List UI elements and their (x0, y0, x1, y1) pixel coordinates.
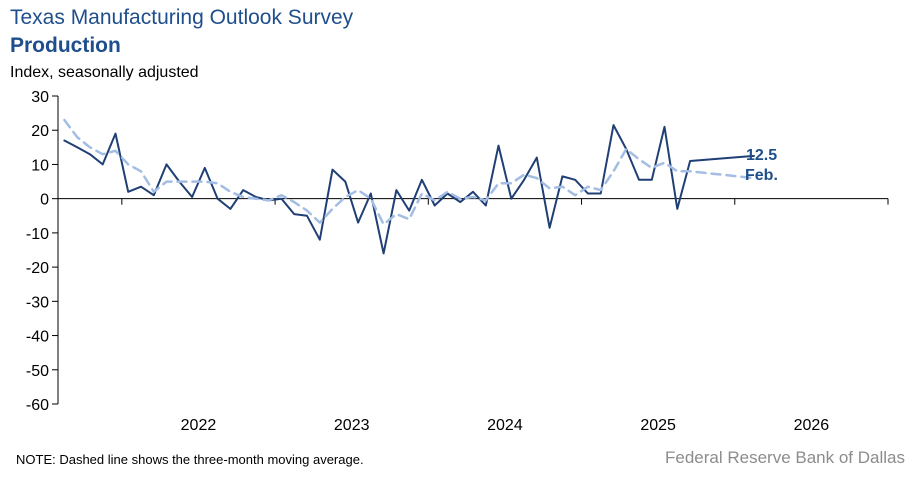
y-tick-label: -10 (26, 226, 49, 243)
x-tick-label: 2022 (181, 417, 217, 434)
x-tick-label: 2025 (640, 417, 676, 434)
series-lines (63, 118, 756, 255)
y-tick-label: -30 (26, 294, 49, 311)
annotations: 12.5 Feb. (745, 147, 778, 184)
x-tick-label: 2024 (487, 417, 523, 434)
latest-month-label: Feb. (745, 167, 778, 184)
moving-average-line (63, 118, 756, 226)
y-tick-label: 10 (31, 157, 49, 174)
y-axis-label: Index, seasonally adjusted (10, 64, 199, 81)
chart-title: Texas Manufacturing Outlook Survey (10, 6, 354, 29)
footnote: NOTE: Dashed line shows the three-month … (16, 452, 364, 467)
latest-value-label: 12.5 (746, 147, 777, 164)
y-tick-label: -40 (26, 329, 49, 346)
production-index-line (63, 124, 755, 255)
y-tick-label: 20 (31, 123, 49, 140)
source-credit: Federal Reserve Bank of Dallas (664, 448, 905, 467)
y-tick-label: -50 (26, 363, 49, 380)
x-tick-label: 2026 (794, 417, 830, 434)
y-tick-label: -60 (26, 397, 49, 414)
x-tick-label: 2023 (334, 417, 370, 434)
y-tick-label: -20 (26, 260, 49, 277)
y-tick-label: 0 (40, 192, 49, 209)
y-tick-label: 30 (31, 89, 49, 106)
chart-subtitle: Production (10, 34, 121, 57)
y-axis: 30 20 10 0 -10 -20 -30 -40 -50 -60 (26, 89, 59, 414)
x-axis: 2022 2023 2024 2025 2026 (58, 198, 889, 434)
